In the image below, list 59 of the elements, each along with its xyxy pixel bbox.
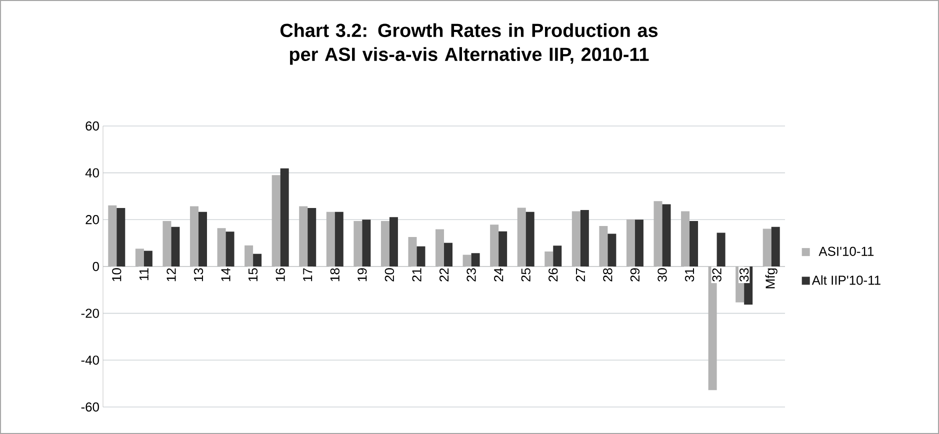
x-tick-label: 18 — [330, 268, 340, 282]
bar — [690, 221, 698, 266]
y-tick-label: 20 — [86, 215, 99, 224]
x-tick-label: 33 — [740, 268, 749, 282]
bar — [389, 217, 398, 266]
y-tick-label: 0 — [92, 262, 99, 272]
x-tick-label: 28 — [603, 268, 612, 282]
x-tick-label: 23 — [466, 268, 476, 282]
bar — [416, 246, 426, 266]
bar — [198, 212, 207, 266]
x-tick-label: 16 — [276, 268, 285, 282]
bar — [553, 246, 562, 266]
bar — [362, 220, 371, 266]
x-tick-label: 32 — [712, 268, 722, 282]
bar — [580, 210, 589, 266]
bar — [334, 212, 344, 266]
x-tick-label: 15 — [248, 268, 258, 282]
x-tick-label: 31 — [684, 268, 694, 282]
bar — [116, 208, 126, 266]
bar — [771, 226, 780, 266]
bar — [608, 234, 616, 266]
x-tick-label: 19 — [358, 268, 367, 282]
bar — [444, 242, 453, 266]
bar — [634, 220, 644, 266]
y-tick-label: -40 — [81, 356, 99, 365]
x-tick-label: 17 — [303, 268, 312, 282]
legend-label: Alt IIP'10-11 — [812, 275, 880, 285]
x-tick-label: 14 — [221, 268, 230, 282]
bar — [308, 208, 316, 266]
x-tick-label: 25 — [521, 268, 530, 282]
x-tick-label: 10 — [112, 268, 122, 282]
x-tick-label: 29 — [630, 268, 640, 282]
x-tick-label: 13 — [194, 268, 204, 282]
x-tick-label: 11 — [139, 268, 148, 280]
chart-title: Chart 3.2: Growth Rates in Production as per ASI vis-a-vis Alternative IIP, 2010-11 — [280, 23, 658, 65]
x-tick-label: 22 — [439, 268, 449, 282]
bar — [171, 226, 180, 266]
bar — [253, 254, 262, 266]
y-tick-label: -60 — [81, 402, 99, 412]
bar — [280, 168, 289, 266]
y-tick-label: 60 — [86, 121, 99, 131]
bar — [144, 250, 152, 266]
bar — [662, 204, 671, 266]
bar — [716, 232, 726, 266]
legend-label: ASI'10-11 — [818, 246, 874, 256]
bar — [498, 231, 508, 266]
x-tick-label: 12 — [166, 268, 176, 282]
x-tick-label: 24 — [494, 268, 504, 282]
x-tick-label: 30 — [658, 268, 667, 282]
x-tick-label: 20 — [384, 268, 394, 282]
bar — [226, 232, 234, 266]
x-tick-label: 26 — [548, 268, 558, 282]
y-tick-label: -20 — [81, 308, 99, 318]
bar — [526, 212, 534, 266]
x-tick-label: 27 — [576, 268, 585, 282]
bar — [471, 253, 480, 266]
x-tick-label: Mfg — [765, 268, 778, 288]
x-tick-label: 21 — [412, 268, 422, 282]
y-tick-label: 40 — [85, 168, 99, 178]
